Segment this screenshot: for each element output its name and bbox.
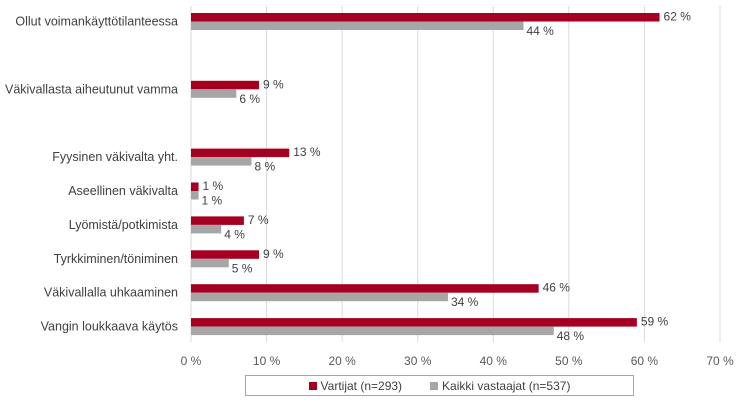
bar xyxy=(191,148,290,158)
data-label: 7 % xyxy=(248,213,269,227)
legend-label: Kaikki vastaajat (n=537) xyxy=(442,378,571,393)
category-label: Lyömistä/potkimista xyxy=(69,218,178,232)
bar xyxy=(191,21,524,30)
legend-swatch xyxy=(308,381,317,390)
legend-item-kaikki: Kaikki vastaajat (n=537) xyxy=(430,379,570,393)
data-label: 4 % xyxy=(224,227,245,241)
data-label: 44 % xyxy=(527,24,555,38)
x-tick-label: 40 % xyxy=(480,354,508,368)
legend-swatch xyxy=(430,381,439,390)
category-label: Fyysinen väkivalta yht. xyxy=(52,150,178,164)
bar xyxy=(191,182,199,191)
x-tick-label: 60 % xyxy=(631,354,659,368)
category-label: Tyrkkiminen/töniminen xyxy=(54,252,178,266)
bar xyxy=(191,250,260,259)
bar xyxy=(191,89,237,98)
data-label: 48 % xyxy=(557,329,585,343)
data-label: 6 % xyxy=(239,92,260,106)
bar xyxy=(191,13,660,22)
category-label: Väkivallalla uhkaaminen xyxy=(44,286,178,300)
data-label: 62 % xyxy=(664,10,692,24)
x-tick-label: 70 % xyxy=(706,354,734,368)
data-label: 9 % xyxy=(263,77,284,91)
bar xyxy=(191,292,448,302)
data-label: 1 % xyxy=(202,194,223,208)
bar xyxy=(191,191,199,200)
x-tick-label: 30 % xyxy=(404,354,432,368)
bar xyxy=(191,157,252,166)
bar xyxy=(191,216,244,225)
bar xyxy=(191,258,229,268)
bar xyxy=(191,318,637,327)
bar xyxy=(191,326,554,336)
data-label: 13 % xyxy=(293,145,321,159)
category-label: Ollut voimankäyttötilanteessa xyxy=(15,15,178,29)
bar xyxy=(191,224,222,234)
legend-label: Vartijat (n=293) xyxy=(320,378,403,393)
x-tick-label: 20 % xyxy=(328,354,356,368)
data-label: 1 % xyxy=(203,179,224,193)
legend-item-vartijat: Vartijat (n=293) xyxy=(308,378,403,393)
category-label: Vangin loukkaava käytös xyxy=(41,320,178,334)
bar xyxy=(191,284,539,293)
x-tick-label: 0 % xyxy=(181,354,202,368)
data-label: 59 % xyxy=(641,315,669,329)
category-label: Väkivallasta aiheutunut vamma xyxy=(5,82,178,96)
legend: Vartijat (n=293) Kaikki vastaajat (n=537… xyxy=(245,375,634,396)
data-label: 46 % xyxy=(543,281,571,295)
data-label: 8 % xyxy=(254,160,275,174)
bar xyxy=(191,80,260,90)
data-label: 34 % xyxy=(451,295,479,309)
data-label: 9 % xyxy=(263,247,284,261)
x-tick-label: 50 % xyxy=(555,354,583,368)
category-label: Aseellinen väkivalta xyxy=(68,184,178,198)
x-tick-label: 10 % xyxy=(253,354,281,368)
data-label: 5 % xyxy=(232,261,253,275)
